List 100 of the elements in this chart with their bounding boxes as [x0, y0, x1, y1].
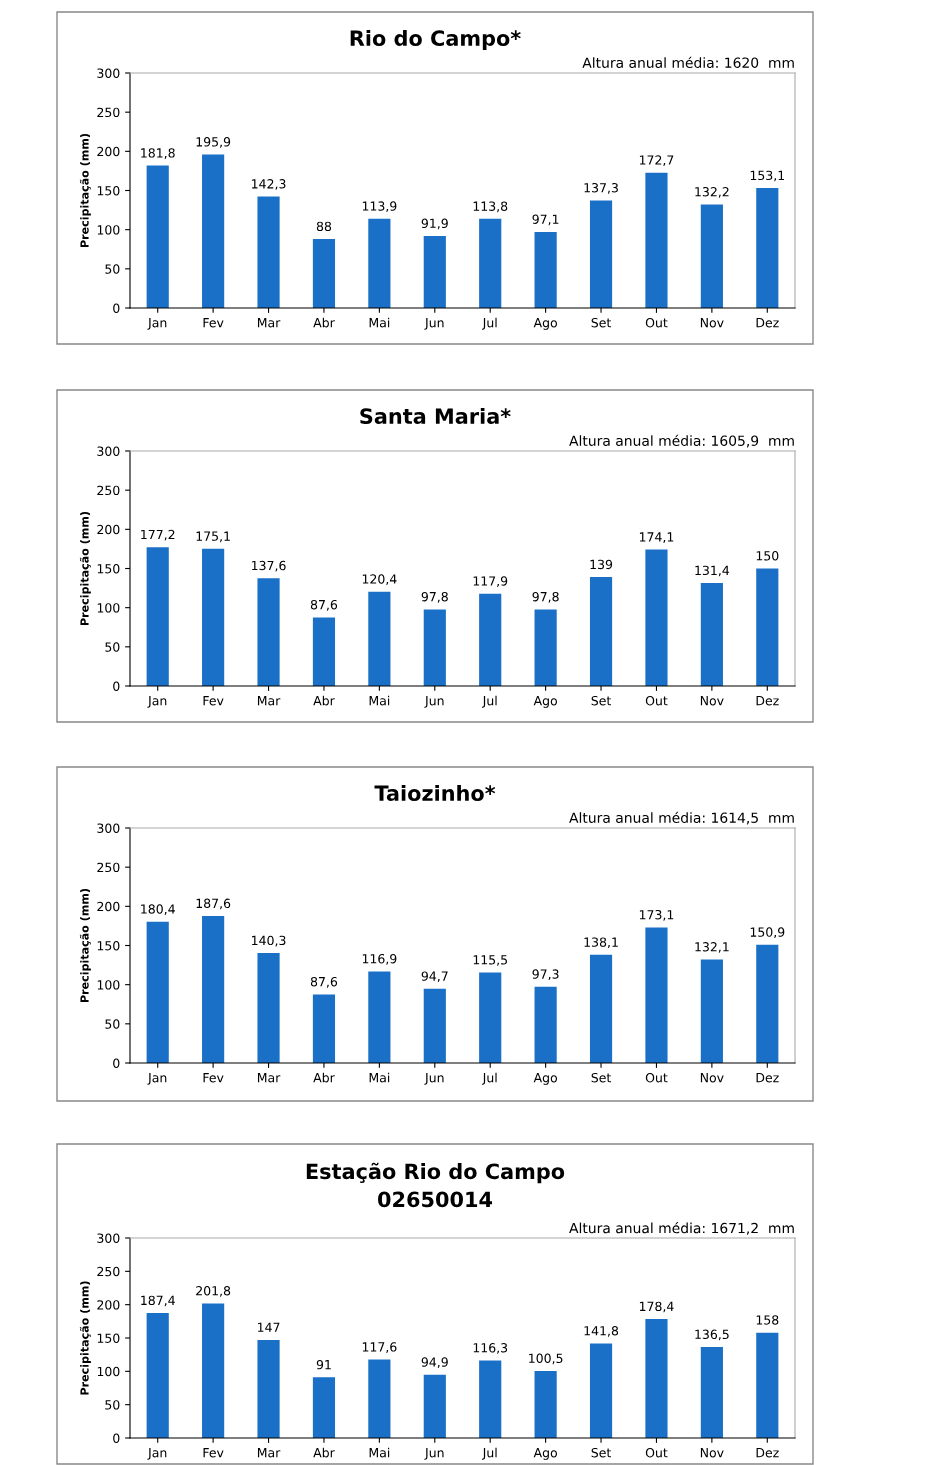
y-tick-label: 100	[97, 225, 120, 235]
x-tick-label: Nov	[700, 318, 724, 328]
x-tick-label: Jun	[424, 1448, 444, 1460]
x-tick-label: Out	[645, 1072, 668, 1083]
y-tick-label: 200	[97, 901, 120, 912]
x-tick-label: Set	[591, 1447, 611, 1458]
data-label: 175,1	[196, 531, 230, 543]
bar	[645, 549, 668, 686]
bar	[146, 547, 169, 686]
data-label: 91	[316, 1359, 331, 1370]
bar	[257, 196, 280, 308]
bar	[479, 593, 502, 686]
bar	[368, 591, 391, 686]
bar	[202, 916, 225, 1063]
data-label: 116,9	[362, 954, 397, 965]
x-tick-label: Out	[645, 695, 668, 706]
x-tick-label: Dez	[756, 1073, 779, 1083]
data-label: 116,3	[473, 1343, 508, 1354]
data-label: 140,3	[252, 935, 286, 947]
bar	[312, 994, 336, 1063]
data-label: 172,7	[639, 155, 674, 167]
data-label: 97,8	[421, 591, 448, 603]
bar	[756, 568, 779, 686]
y-tick-label: 150	[97, 940, 120, 951]
x-tick-label: Jan	[147, 1073, 167, 1085]
y-tick-label: 100	[97, 980, 120, 990]
x-tick-label: Ago	[533, 318, 558, 330]
bar	[146, 1313, 169, 1438]
data-label: 97,3	[532, 969, 559, 981]
bar	[756, 944, 779, 1063]
y-tick-label: 300	[97, 446, 120, 456]
bar	[257, 1340, 280, 1438]
data-label: 117,6	[362, 1342, 397, 1353]
data-label: 180,4	[141, 904, 175, 915]
x-tick-label: Mar	[257, 1073, 281, 1083]
y-axis-title: Precipitação (mm)	[79, 133, 91, 247]
data-label: 97,8	[532, 591, 559, 603]
data-label: 137,6	[252, 560, 286, 572]
bar	[756, 188, 779, 308]
data-label: 88	[316, 221, 332, 232]
data-label: 141,8	[584, 1326, 619, 1337]
data-label: 136,5	[695, 1329, 729, 1341]
y-tick-label: 0	[113, 1433, 120, 1443]
data-label: 139	[590, 559, 613, 570]
data-label: 138,1	[584, 937, 618, 949]
data-label: 187,4	[141, 1295, 175, 1307]
bar	[589, 954, 613, 1063]
bar	[589, 1343, 613, 1438]
y-axis-title: Precipitação (mm)	[79, 888, 91, 1002]
data-label: 94,9	[421, 1357, 448, 1369]
x-tick-label: Ago	[533, 696, 558, 708]
bar	[368, 971, 391, 1063]
y-tick-label: 50	[105, 1400, 120, 1410]
data-label: 132,2	[695, 187, 729, 198]
x-tick-label: Mai	[369, 317, 390, 328]
data-label: 113,8	[473, 201, 508, 213]
data-label: 91,9	[421, 218, 448, 230]
x-tick-label: Mar	[257, 696, 281, 706]
bar	[700, 959, 723, 1063]
bar	[645, 927, 668, 1063]
x-tick-label: Mar	[257, 1448, 281, 1458]
y-tick-label: 50	[105, 264, 120, 274]
bar	[423, 609, 446, 686]
bar	[368, 218, 391, 308]
text: Altura anual média: 1620 mm	[582, 56, 794, 68]
bar	[700, 1347, 723, 1438]
x-tick-label: Out	[645, 317, 668, 328]
data-label: 137,3	[584, 183, 618, 194]
x-tick-label: Nov	[700, 696, 724, 706]
bar	[423, 1374, 446, 1438]
bar	[146, 921, 169, 1063]
bar	[645, 1319, 668, 1438]
bar	[534, 1371, 557, 1438]
y-tick-label: 100	[97, 1366, 120, 1377]
y-tick-label: 150	[97, 563, 120, 574]
bar	[202, 1303, 225, 1438]
bar	[202, 548, 225, 686]
x-tick-label: Nov	[700, 1448, 724, 1458]
chart-title: Estação Rio do Campo 02650014	[306, 1162, 565, 1208]
x-tick-label: Fev	[203, 696, 224, 706]
x-tick-label: Jul	[482, 1072, 497, 1085]
data-label: 100,5	[529, 1353, 563, 1365]
bar	[202, 154, 225, 308]
y-tick-label: 250	[97, 1266, 120, 1277]
x-tick-label: Dez	[756, 1448, 779, 1458]
chart-title: Taiozinho*	[374, 784, 496, 802]
data-label: 97,1	[532, 214, 559, 226]
x-tick-label: Jun	[424, 318, 444, 330]
data-label: 120,4	[362, 574, 397, 585]
text: Altura anual média: 1614,5 mm	[569, 811, 794, 825]
bar	[479, 1360, 502, 1438]
x-tick-label: Jan	[147, 696, 167, 708]
x-tick-label: Fev	[203, 1448, 224, 1458]
data-label: 158	[756, 1315, 779, 1325]
data-label: 113,9	[362, 201, 397, 213]
y-tick-label: 300	[97, 823, 120, 833]
data-label: 173,1	[639, 909, 674, 921]
bar	[146, 165, 169, 308]
y-tick-label: 250	[97, 485, 120, 496]
bar	[534, 609, 557, 686]
